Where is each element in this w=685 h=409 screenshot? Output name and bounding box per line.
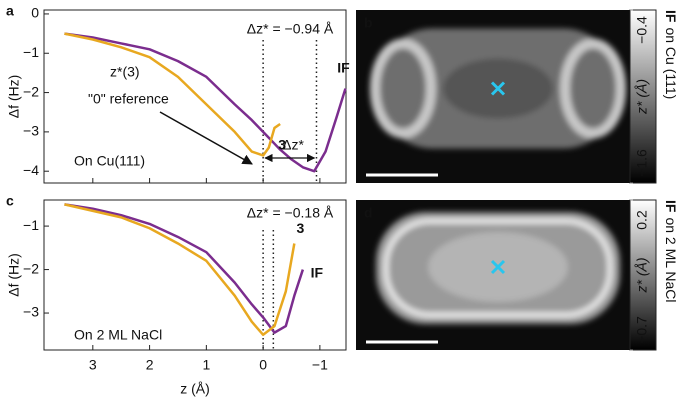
series-label: 3: [296, 220, 304, 236]
molecule-lobe: [370, 38, 436, 139]
data-line: [64, 32, 347, 173]
y-tick-label: −3: [23, 304, 39, 320]
y-tick-label: −3: [23, 123, 39, 139]
x-tick-label: 1: [202, 357, 210, 373]
panel-label: c: [6, 193, 14, 209]
colorbar-tick-label: −0.4: [634, 16, 650, 44]
caption: on 2 ML NaCl: [663, 217, 679, 302]
center-cross: [490, 259, 506, 275]
data-line: [64, 32, 281, 157]
caption-bold: IF: [663, 10, 679, 23]
annotation: z*(3): [110, 64, 140, 80]
plot-frame: [43, 199, 347, 351]
data-line: [64, 203, 296, 337]
annotation: Δz*: [282, 137, 304, 153]
afm-image: [356, 200, 630, 350]
y-tick-label: −1: [23, 217, 39, 233]
caption: on Cu (111): [663, 27, 679, 99]
colorbar-tick-label: −0.7: [634, 316, 650, 344]
annotation: Δz* = −0.94 Å: [247, 21, 334, 37]
colorbar-tick-label: −1.6: [634, 149, 650, 177]
panel-label: b: [364, 15, 373, 31]
series-label: IF: [337, 59, 350, 75]
x-tick-label: 3: [89, 357, 97, 373]
x-tick-label: 0: [259, 357, 267, 373]
colorbar: [629, 199, 657, 351]
colorbar-label: z* (Å): [634, 258, 650, 294]
y-tick-label: −2: [23, 260, 39, 276]
y-tick-label: −1: [23, 44, 39, 60]
series-label: IF: [311, 264, 324, 280]
caption-bold: IF: [663, 200, 679, 213]
afm-image: [356, 10, 630, 183]
colorbar: [629, 9, 657, 184]
y-tick-label: −4: [23, 162, 39, 178]
molecule-lobe: [560, 38, 626, 139]
x-tick-label: −1: [312, 357, 328, 373]
x-tick-label: 2: [146, 357, 154, 373]
colorbar-label: z* (Å): [634, 79, 650, 115]
colorbar-tick-label: 0.2: [634, 210, 650, 230]
arrow: [159, 111, 253, 165]
annotation: Δz* = −0.18 Å: [247, 205, 334, 221]
annotation: On Cu(111): [74, 153, 145, 169]
panel-caption: IF on Cu (111): [663, 10, 679, 99]
molecule-rim: [383, 218, 613, 318]
annotation: On 2 ML NaCl: [74, 327, 162, 343]
center-cross: [490, 81, 506, 96]
y-tick-label: 0: [31, 5, 39, 21]
series-label: 3: [278, 137, 286, 153]
y-axis-label: Δf (Hz): [6, 75, 22, 119]
panel-caption: IF on 2 ML NaCl: [663, 200, 679, 303]
annotation: "0" reference: [88, 91, 169, 107]
plot-frame: [43, 9, 347, 184]
y-axis-label: Δf (Hz): [6, 253, 22, 297]
panel-label: d: [364, 205, 373, 221]
x-axis-label: z (Å): [180, 381, 210, 397]
data-line: [64, 203, 305, 334]
y-tick-label: −2: [23, 83, 39, 99]
panel-label: a: [6, 3, 14, 19]
